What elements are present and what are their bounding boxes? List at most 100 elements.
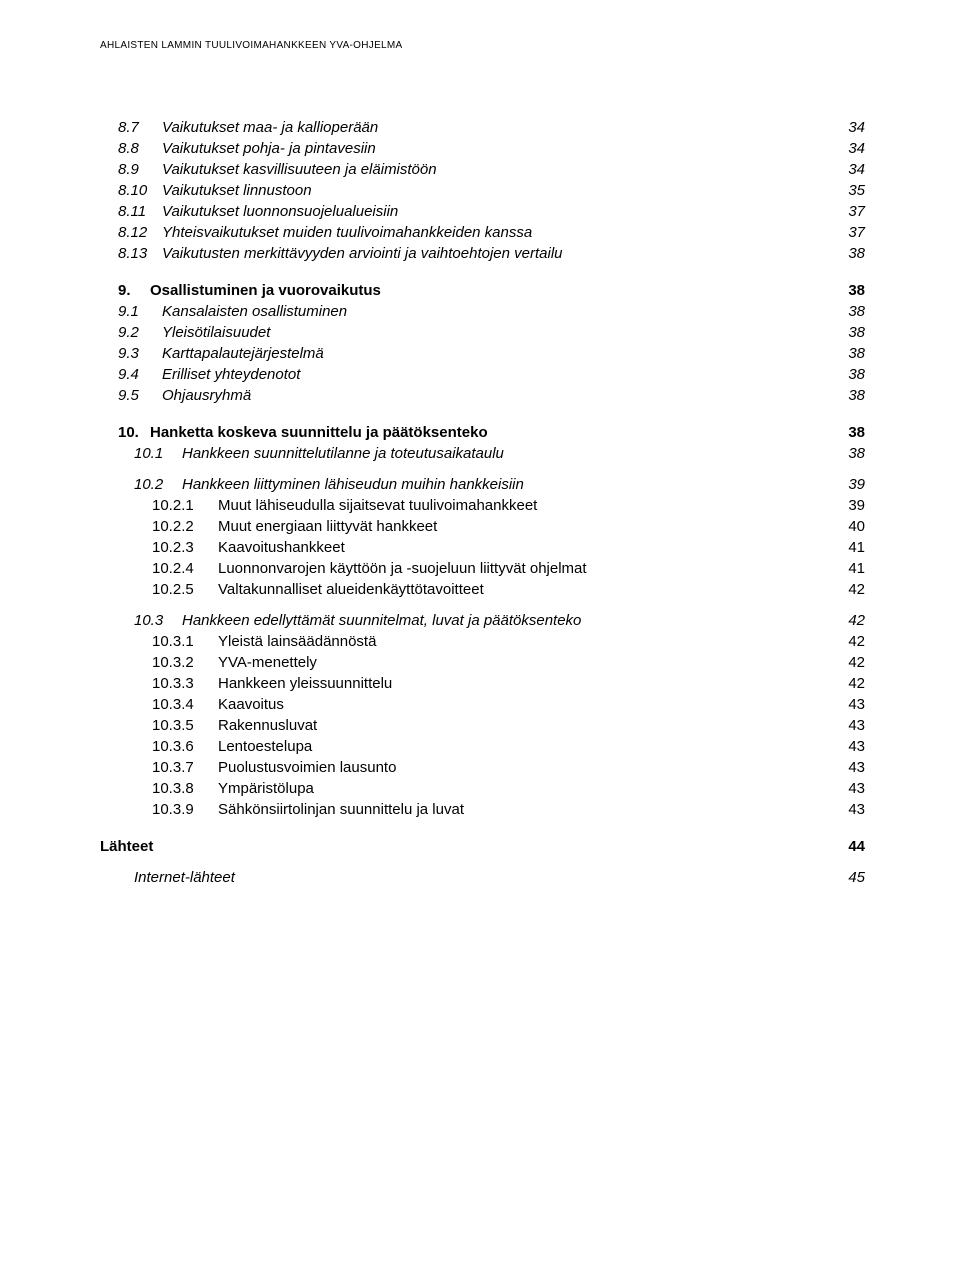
toc-label: Internet-lähteet [134,869,835,886]
toc-number: 8.13 [118,245,162,262]
toc-row: 9.1Kansalaisten osallistuminen38 [100,303,865,320]
toc-number: 10.3.4 [152,696,218,713]
toc-page-number: 42 [835,633,865,650]
toc-title: Kaavoitushankkeet [218,539,345,556]
toc-label: 10.3.1Yleistä lainsäädännöstä [152,633,835,650]
toc-label: 10.3.9Sähkönsiirtolinjan suunnittelu ja … [152,801,835,818]
toc-page-number: 42 [835,581,865,598]
toc-page-number: 35 [835,182,865,199]
document-header: AHLAISTEN LAMMIN TUULIVOIMAHANKKEEN YVA-… [100,40,865,51]
toc-number: 10.2 [134,476,182,493]
toc-row: 10.Hanketta koskeva suunnittelu ja päätö… [100,424,865,441]
toc-number: 10.3.8 [152,780,218,797]
toc-row: 10.2.5Valtakunnalliset alueidenkäyttötav… [100,581,865,598]
toc-row: 10.3.4Kaavoitus43 [100,696,865,713]
toc-title: Vaikutukset linnustoon [162,182,312,199]
toc-label: 10.3.3Hankkeen yleissuunnittelu [152,675,835,692]
toc-number: 8.7 [118,119,162,136]
toc-row: 9.3Karttapalautejärjestelmä38 [100,345,865,362]
toc-page-number: 37 [835,203,865,220]
toc-page-number: 34 [835,161,865,178]
toc-title: Ohjausryhmä [162,387,251,404]
toc-number: 9.2 [118,324,162,341]
toc-page-number: 38 [835,445,865,462]
toc-number: 8.8 [118,140,162,157]
toc-row: 8.9Vaikutukset kasvillisuuteen ja eläimi… [100,161,865,178]
toc-row: 10.3.5Rakennusluvat43 [100,717,865,734]
toc-row: 10.2.4Luonnonvarojen käyttöön ja -suojel… [100,560,865,577]
toc-label: 9.4Erilliset yhteydenotot [118,366,835,383]
toc-row: 9.5Ohjausryhmä38 [100,387,865,404]
toc-page-number: 37 [835,224,865,241]
toc-page-number: 43 [835,759,865,776]
toc-label: Lähteet [100,838,835,855]
toc-title: Valtakunnalliset alueidenkäyttötavoittee… [218,581,484,598]
spacer [100,466,865,476]
toc-label: 10.3.2YVA-menettely [152,654,835,671]
toc-number: 10.2.2 [152,518,218,535]
toc-label: 10.3.5Rakennusluvat [152,717,835,734]
toc-label: 8.8Vaikutukset pohja- ja pintavesiin [118,140,835,157]
toc-page-number: 38 [835,424,865,441]
toc-page-number: 42 [835,612,865,629]
toc-number: 10.3.7 [152,759,218,776]
toc-page-number: 43 [835,738,865,755]
toc-row: 8.7Vaikutukset maa- ja kallioperään34 [100,119,865,136]
toc-page-number: 38 [835,245,865,262]
toc-number: 9.4 [118,366,162,383]
toc-page-number: 41 [835,539,865,556]
toc-row: 10.3.6Lentoestelupa43 [100,738,865,755]
toc-title: Lentoestelupa [218,738,312,755]
toc-number: 10.2.1 [152,497,218,514]
table-of-contents: 8.7Vaikutukset maa- ja kallioperään34 8.8… [100,119,865,886]
toc-number: 9. [118,282,150,299]
toc-row: 10.2.3Kaavoitushankkeet41 [100,539,865,556]
toc-title: Hankkeen edellyttämät suunnitelmat, luva… [182,612,581,629]
toc-label: 9.3Karttapalautejärjestelmä [118,345,835,362]
toc-row: 10.3.2YVA-menettely42 [100,654,865,671]
toc-page-number: 45 [835,869,865,886]
toc-label: 9.5Ohjausryhmä [118,387,835,404]
toc-page-number: 39 [835,476,865,493]
toc-number: 10.1 [134,445,182,462]
toc-label: 10.3Hankkeen edellyttämät suunnitelmat, … [134,612,835,629]
toc-page-number: 38 [835,387,865,404]
toc-title: Lähteet [100,838,153,855]
toc-row: 10.3.7Puolustusvoimien lausunto 43 [100,759,865,776]
toc-title: Yhteisvaikutukset muiden tuulivoimahankk… [162,224,532,241]
toc-label: 10.3.8Ympäristölupa [152,780,835,797]
toc-title: Osallistuminen ja vuorovaikutus [150,282,381,299]
toc-title: Yleisötilaisuudet [162,324,270,341]
toc-page-number: 38 [835,366,865,383]
toc-label: 10.2Hankkeen liittyminen lähiseudun muih… [134,476,835,493]
toc-page-number: 38 [835,282,865,299]
toc-row: 9.Osallistuminen ja vuorovaikutus 38 [100,282,865,299]
spacer [100,859,865,869]
toc-title: Hankkeen liittyminen lähiseudun muihin h… [182,476,524,493]
toc-row: 9.4Erilliset yhteydenotot38 [100,366,865,383]
toc-number: 8.11 [118,203,162,220]
toc-page-number: 34 [835,119,865,136]
toc-label: 10.Hanketta koskeva suunnittelu ja päätö… [118,424,835,441]
toc-number: 9.5 [118,387,162,404]
toc-page-number: 38 [835,324,865,341]
toc-label: 9.2Yleisötilaisuudet [118,324,835,341]
toc-number: 9.3 [118,345,162,362]
spacer [100,266,865,282]
toc-page-number: 40 [835,518,865,535]
toc-number: 10. [118,424,150,441]
toc-title: Puolustusvoimien lausunto [218,759,396,776]
toc-page-number: 43 [835,801,865,818]
toc-page-number: 44 [835,838,865,855]
toc-row: 8.13Vaikutusten merkittävyyden arviointi… [100,245,865,262]
toc-row: 8.8Vaikutukset pohja- ja pintavesiin34 [100,140,865,157]
toc-title: Hankkeen suunnittelutilanne ja toteutusa… [182,445,504,462]
toc-row: 9.2Yleisötilaisuudet38 [100,324,865,341]
toc-number: 9.1 [118,303,162,320]
toc-title: Hanketta koskeva suunnittelu ja päätökse… [150,424,488,441]
toc-label: 10.1Hankkeen suunnittelutilanne ja toteu… [134,445,835,462]
toc-page-number: 34 [835,140,865,157]
toc-label: 8.11Vaikutukset luonnonsuojelualueisiin [118,203,835,220]
toc-number: 10.3 [134,612,182,629]
toc-title: Sähkönsiirtolinjan suunnittelu ja luvat [218,801,464,818]
